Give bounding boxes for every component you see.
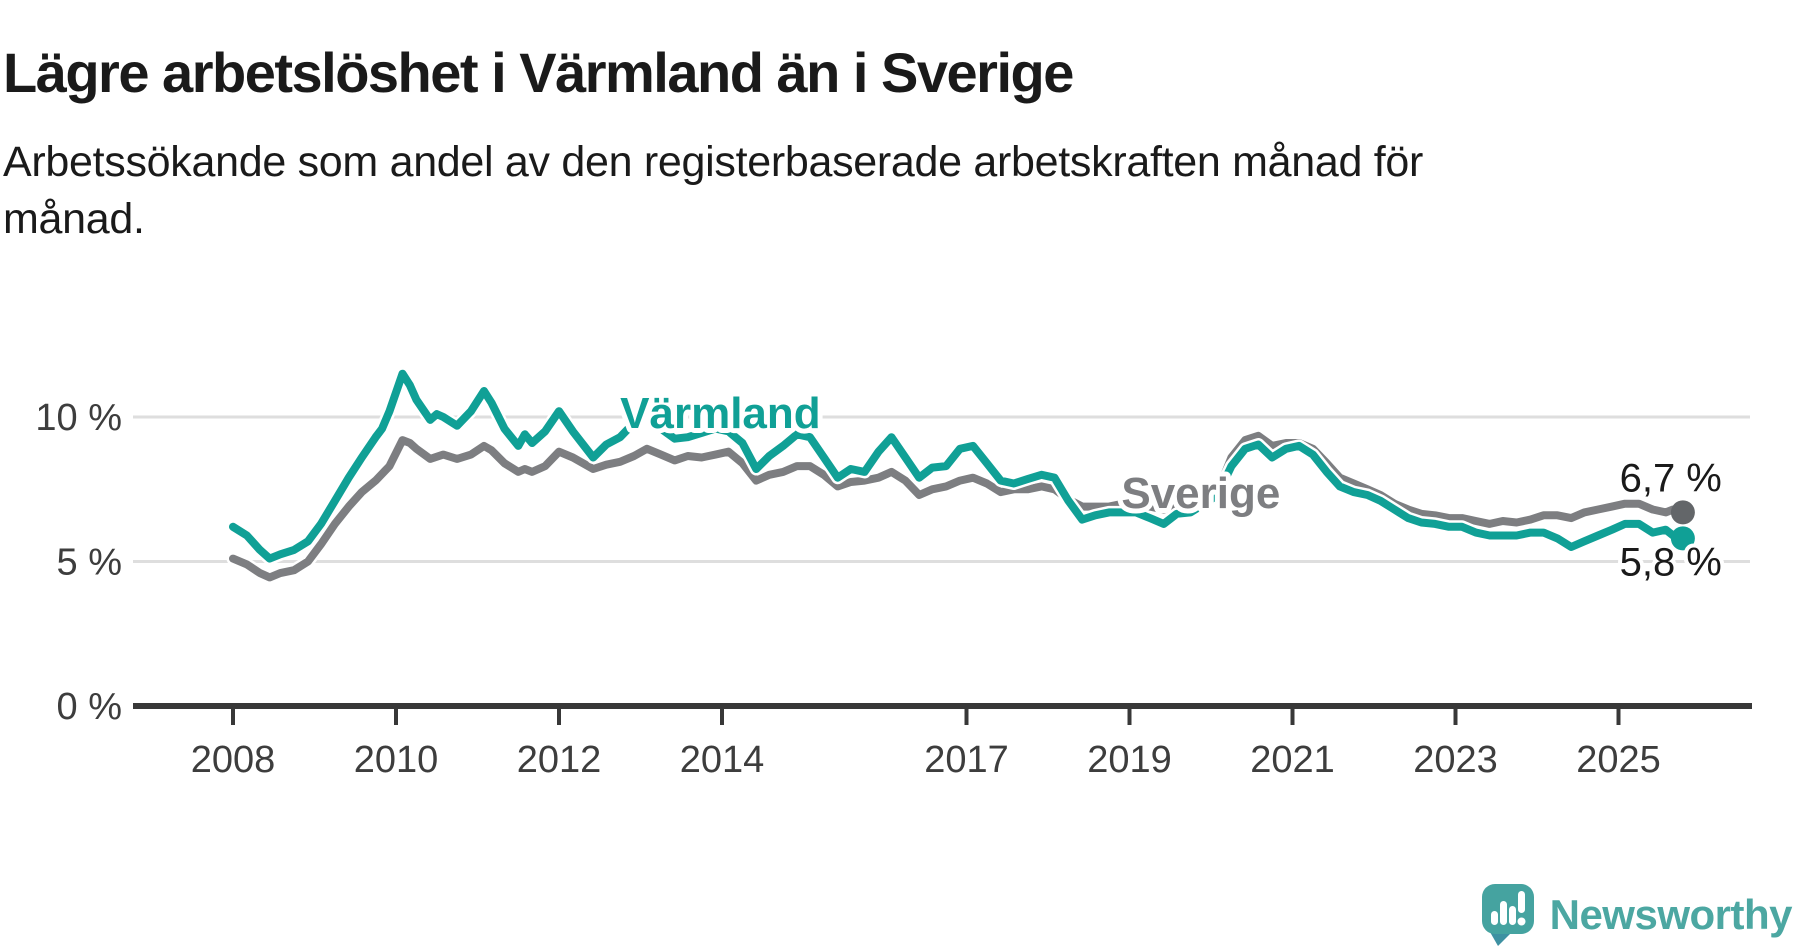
end-dot-sverige [1670, 500, 1695, 525]
end-value-label-sverige: 6,7 % [1620, 456, 1722, 500]
y-axis-label: 10 % [35, 397, 122, 439]
page-subtitle: Arbetssökande som andel av den registerb… [3, 134, 1603, 248]
logo-bubble-body [1481, 884, 1534, 934]
subtitle-line-1: Arbetssökande som andel av den registerb… [3, 138, 1424, 186]
x-tick-label: 2023 [1413, 739, 1498, 781]
series-line-varmland [229, 369, 1687, 563]
x-tick-label: 2012 [517, 739, 602, 781]
series-line-sverige [229, 431, 1687, 582]
logo-bar-3 [1508, 906, 1516, 925]
page-title: Lägre arbetslöshet i Värmland än i Sveri… [3, 40, 1074, 104]
x-tick-label: 2019 [1087, 739, 1172, 781]
newsworthy-speech-bubble-chart-icon [1481, 884, 1534, 946]
brand-wordmark: Newsworthy [1549, 891, 1793, 938]
newsworthy-logo: Newsworthy [1481, 882, 1793, 948]
logo-bar-1 [1490, 911, 1498, 925]
series-label-sverige: Sverige [1121, 469, 1280, 518]
logo-bubble-tail [1489, 932, 1512, 946]
x-tick-label: 2017 [924, 739, 1009, 781]
x-tick-label: 2021 [1250, 739, 1335, 781]
x-tick-label: 2010 [354, 739, 439, 781]
logo-bar-2 [1499, 901, 1507, 925]
series-label-varmland: Värmland [620, 389, 821, 438]
end-value-label-varmland: 5,8 % [1620, 540, 1722, 584]
y-axis-label: 0 % [57, 686, 122, 728]
x-tick-label: 2014 [680, 739, 765, 781]
subtitle-line-2: månad. [3, 195, 145, 243]
logo-exclamation-dot [1517, 917, 1526, 926]
end-dot-varmland [1670, 526, 1695, 551]
logo-exclamation-bar [1517, 891, 1525, 913]
x-tick-label: 2008 [191, 739, 276, 781]
y-axis-label: 5 % [57, 542, 122, 584]
x-tick-label: 2025 [1576, 739, 1661, 781]
